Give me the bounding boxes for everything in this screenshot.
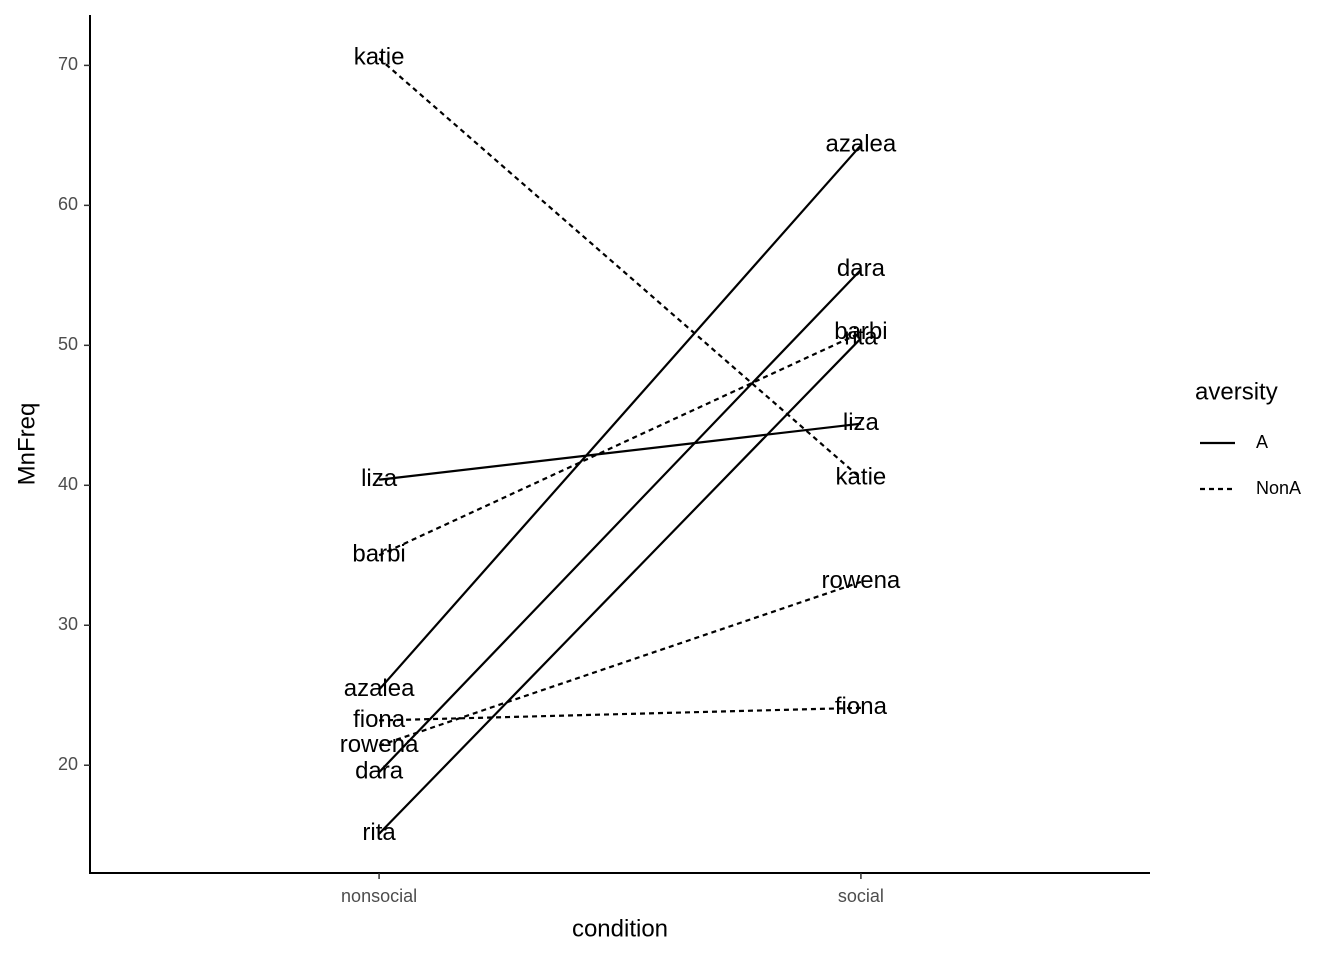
y-tick-label: 40	[58, 474, 78, 494]
y-tick-label: 70	[58, 54, 78, 74]
series-line	[378, 580, 862, 747]
legend-label: A	[1256, 432, 1268, 452]
point-label: fiona	[835, 693, 888, 720]
x-tick-label: nonsocial	[341, 886, 417, 906]
point-label: katie	[354, 44, 405, 71]
legend-title: aversity	[1195, 378, 1278, 405]
series-line	[378, 331, 862, 557]
x-axis-title: condition	[572, 915, 668, 942]
y-axis-title: MnFreq	[13, 403, 40, 486]
point-label: dara	[355, 758, 404, 785]
point-label: rowena	[822, 567, 901, 594]
point-label: azalea	[344, 675, 415, 702]
series-line	[378, 144, 862, 691]
x-tick-label: social	[838, 886, 884, 906]
series-line	[378, 268, 862, 773]
y-tick-label: 20	[58, 754, 78, 774]
series-line	[378, 57, 862, 480]
point-label: azalea	[826, 131, 897, 158]
legend-label: NonA	[1256, 478, 1301, 498]
point-label: rowena	[340, 731, 419, 758]
point-label: barbi	[352, 541, 405, 568]
point-label: katie	[836, 464, 887, 491]
point-label: dara	[837, 255, 886, 282]
point-label: liza	[843, 409, 880, 436]
series-line	[378, 337, 862, 835]
point-label: barbi	[834, 318, 887, 345]
series-line	[378, 422, 862, 481]
y-tick-label: 60	[58, 194, 78, 214]
y-tick-label: 30	[58, 614, 78, 634]
point-label: fiona	[353, 706, 406, 733]
series-line	[379, 706, 861, 722]
point-label: liza	[361, 465, 398, 492]
point-label: rita	[844, 324, 878, 351]
y-tick-label: 50	[58, 334, 78, 354]
point-label: rita	[362, 819, 396, 846]
